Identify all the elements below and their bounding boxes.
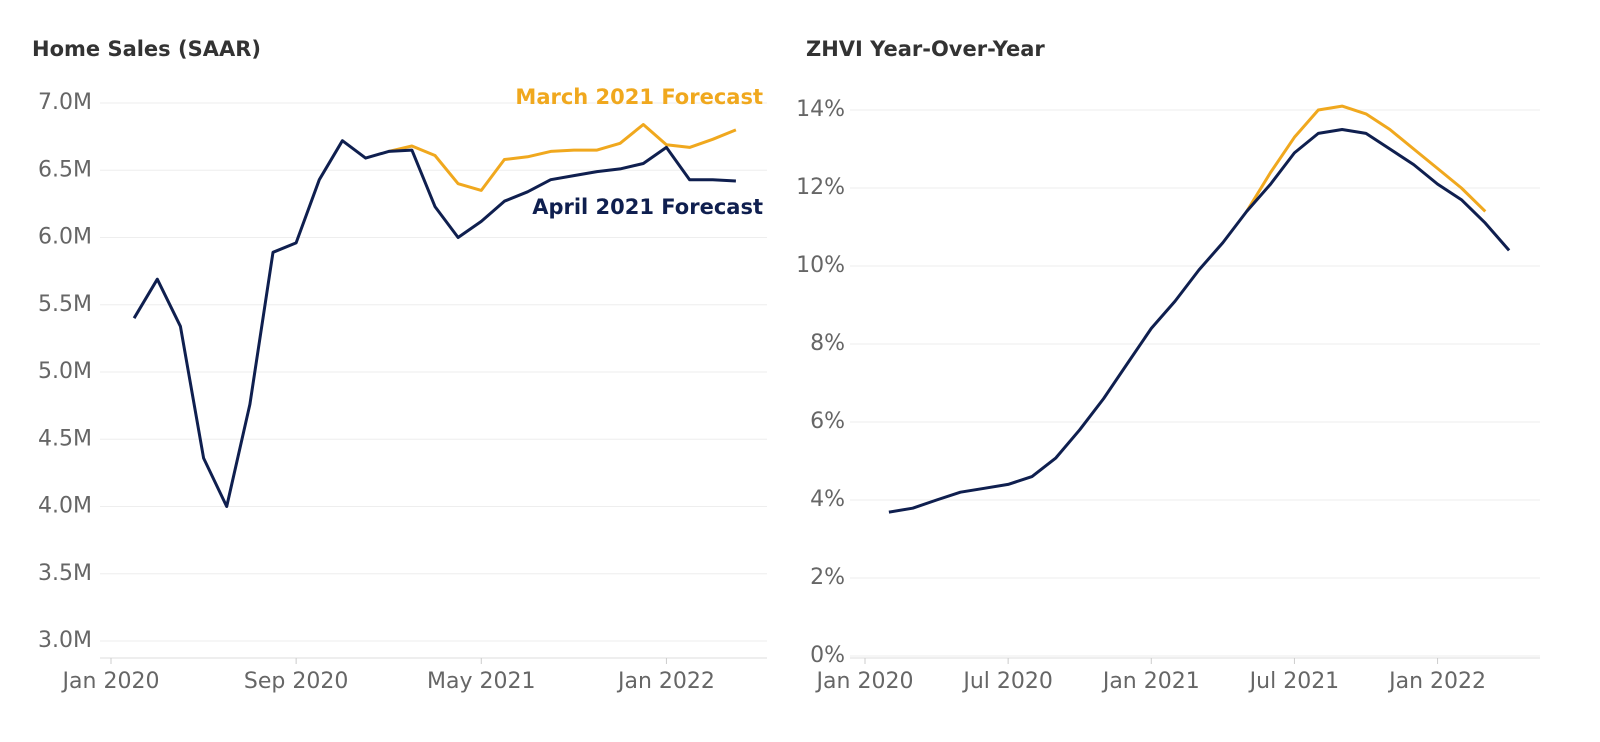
x-tick-label: Jan 2022: [1387, 669, 1486, 694]
y-tick-label: 4.5M: [38, 426, 92, 451]
x-tick-label: Jan 2020: [815, 669, 914, 694]
y-tick-label: 5.0M: [38, 359, 92, 384]
x-tick-label: Sep 2020: [244, 669, 348, 694]
series-line: [132, 139, 736, 508]
series-label: March 2021 Forecast: [515, 85, 763, 109]
y-tick-label: 5.5M: [38, 292, 92, 317]
y-tick-label: 12%: [796, 175, 845, 200]
y-tick-label: 6.5M: [38, 157, 92, 182]
y-tick-label: 7.0M: [38, 90, 92, 115]
x-tick-label: Jan 2021: [1101, 669, 1200, 694]
x-tick-label: Jan 2020: [61, 669, 160, 694]
y-tick-label: 2%: [810, 565, 845, 590]
y-tick-label: 14%: [796, 97, 845, 122]
y-tick-label: 4%: [810, 487, 845, 512]
chart-title: ZHVI Year-Over-Year: [806, 37, 1045, 61]
x-tick-label: Jul 2021: [1248, 669, 1340, 694]
series-label: April 2021 Forecast: [532, 195, 763, 219]
series-line: [888, 128, 1511, 514]
x-tick-label: May 2021: [427, 669, 535, 694]
series-line: [1245, 104, 1487, 213]
series-line: [388, 123, 737, 192]
x-tick-label: Jan 2022: [616, 669, 715, 694]
y-tick-label: 3.5M: [38, 561, 92, 586]
x-tick-label: Jul 2020: [961, 669, 1053, 694]
y-tick-label: 3.0M: [38, 628, 92, 653]
y-tick-label: 6.0M: [38, 225, 92, 250]
y-tick-label: 10%: [796, 253, 845, 278]
y-tick-label: 0%: [810, 643, 845, 668]
y-tick-label: 4.0M: [38, 494, 92, 519]
y-tick-label: 6%: [810, 409, 845, 434]
chart-title: Home Sales (SAAR): [32, 37, 261, 61]
y-tick-label: 8%: [810, 331, 845, 356]
